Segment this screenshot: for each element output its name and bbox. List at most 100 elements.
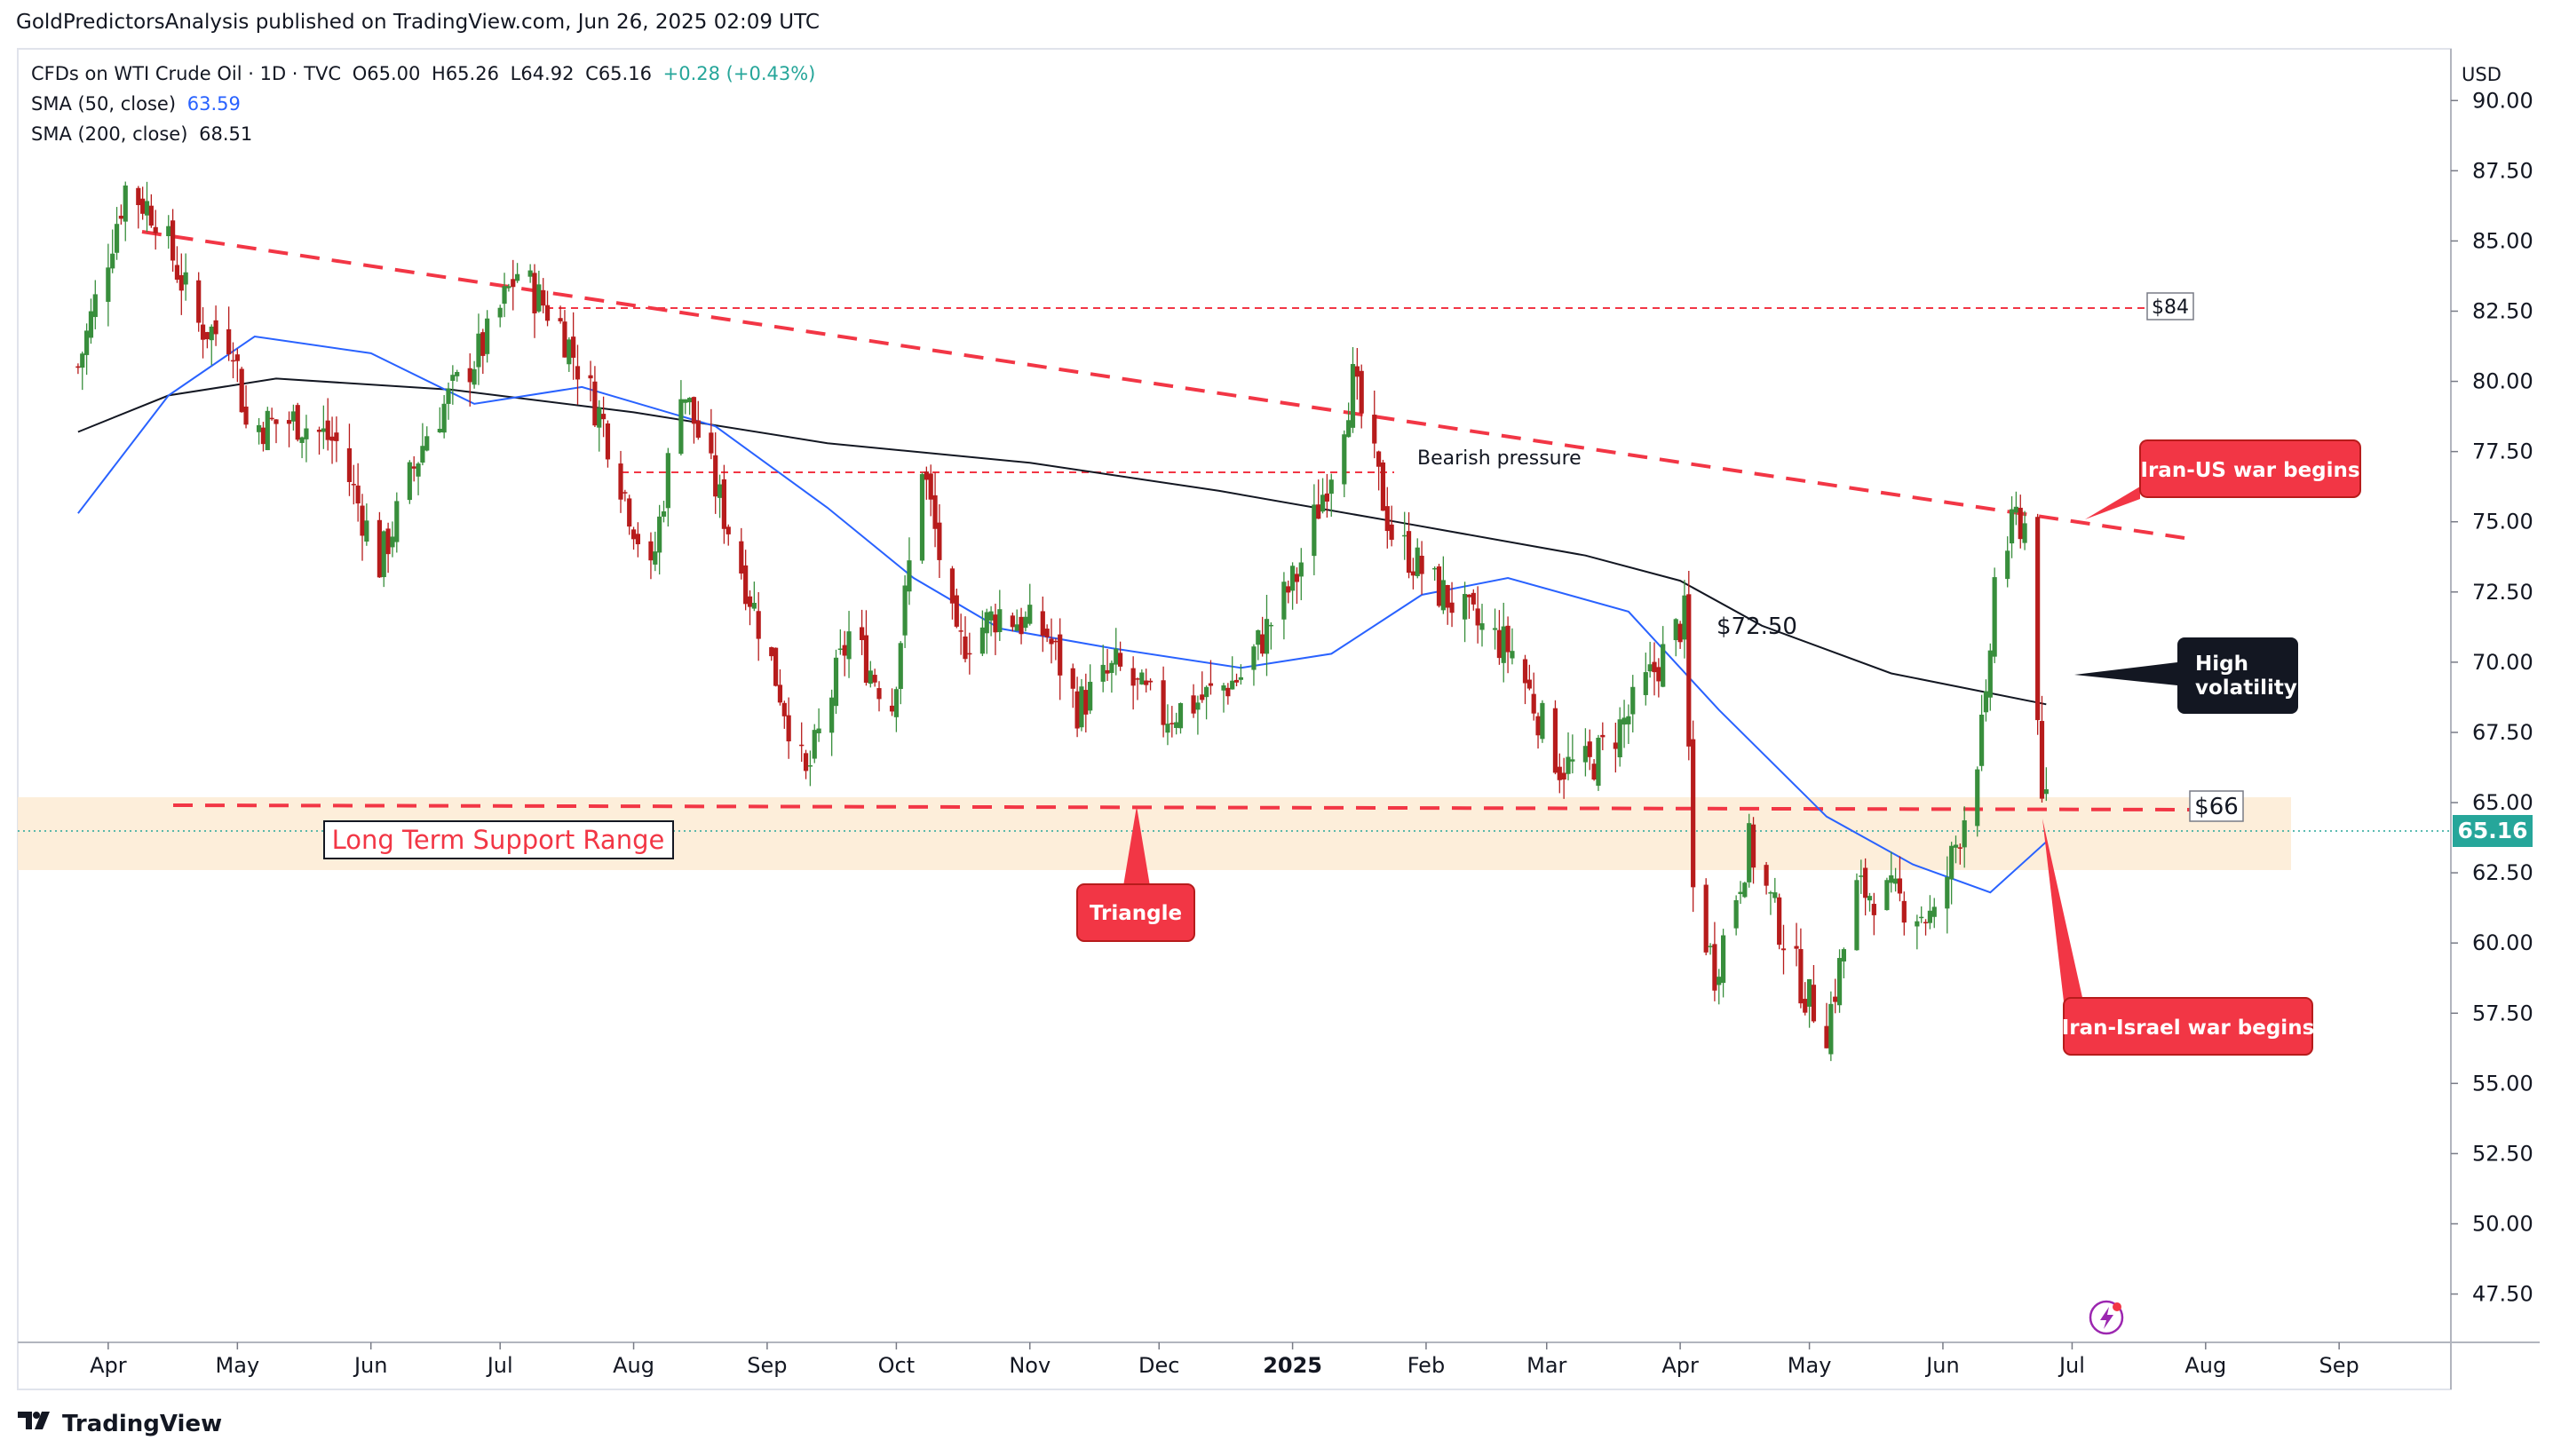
candle-body [1807, 978, 1812, 1007]
candle-body [532, 273, 537, 313]
candle-body [1372, 415, 1377, 444]
candle-body [803, 753, 809, 772]
candle-body [1777, 897, 1782, 946]
candle-body [635, 534, 640, 545]
candle-body [781, 702, 787, 716]
x-tick-label: Apr [90, 1353, 127, 1378]
candle-body [1841, 949, 1846, 961]
candle-body [1712, 944, 1717, 991]
legend-sma50-value: 63.59 [186, 93, 241, 115]
legend-high: H65.26 [432, 63, 499, 84]
candle-body [1630, 686, 1636, 715]
candle-body [1780, 948, 1787, 951]
candle-body [1613, 742, 1618, 749]
candle-body [1463, 594, 1468, 620]
candle-body [1957, 847, 1962, 849]
high-volatility-text-1: High [2195, 653, 2248, 676]
candle-body [661, 510, 667, 517]
candle-body [558, 318, 563, 321]
candle-body [1419, 555, 1424, 574]
legend-open: O65.00 [352, 63, 421, 84]
candle-body [1647, 664, 1653, 672]
currency-label[interactable]: USD [2462, 64, 2502, 85]
candle-body [1251, 646, 1257, 670]
candle-body [346, 447, 353, 482]
x-tick-label: Sep [2319, 1353, 2359, 1378]
legend-close: C65.16 [585, 63, 652, 84]
candle-body [751, 603, 757, 609]
candle-body [898, 643, 903, 689]
y-tick-label: 60.00 [2472, 930, 2533, 955]
candle-body [1298, 562, 1304, 577]
candle-body [588, 375, 593, 379]
candle-body [1415, 547, 1420, 576]
candle-body [1040, 611, 1045, 637]
y-tick-label: 87.50 [2472, 158, 2533, 183]
candle-body [1721, 935, 1726, 984]
candle-body [1949, 845, 1954, 880]
candle-body [1342, 434, 1347, 485]
y-tick-label: 75.00 [2472, 510, 2533, 534]
candle-body [364, 520, 369, 542]
iran-us-callout: Iran-US war begins [2085, 439, 2361, 519]
candle-body [1703, 884, 1709, 953]
candle-body [1522, 659, 1528, 684]
candle-body [622, 492, 628, 494]
plot-frame [17, 48, 2452, 1390]
candle-body [1570, 759, 1575, 762]
candle-body [506, 286, 511, 289]
annotation-bearish: Bearish pressure [1417, 447, 1582, 470]
y-tick-label: 57.50 [2472, 1001, 2533, 1025]
x-tick-label: Aug [613, 1353, 654, 1378]
candle-body [1492, 628, 1498, 630]
candle-body [377, 519, 382, 578]
candle-body [1992, 577, 1997, 657]
candle-body [1316, 504, 1321, 519]
lightning-icon[interactable] [2089, 1300, 2124, 1335]
candle-body [257, 424, 262, 432]
candle-body [846, 631, 852, 660]
candle-body [390, 536, 395, 548]
x-tick-label: Oct [878, 1353, 916, 1378]
candle-body [1772, 892, 1778, 898]
legend-change: +0.28 (+0.43%) [662, 63, 816, 84]
candle-body [1268, 624, 1273, 627]
candle-body [80, 353, 85, 368]
candle-body [657, 516, 662, 553]
tradingview-brand[interactable]: TradingView [18, 1410, 222, 1437]
candle-body [1147, 680, 1154, 683]
y-tick-label: 52.50 [2472, 1141, 2533, 1166]
candle-body [204, 332, 210, 340]
price-axis[interactable]: 47.50 50.00 52.50 55.00 57.50 60.00 62.50 65.00… [2451, 88, 2533, 1307]
candle-body [919, 474, 925, 561]
candle-body [1027, 605, 1033, 624]
candle-body [829, 697, 835, 733]
sma200-line [77, 377, 2047, 706]
x-tick-label: May [1788, 1353, 1832, 1378]
y-tick-label: 67.50 [2472, 720, 2533, 745]
candle-body [2018, 507, 2023, 540]
legend-sma200[interactable]: SMA (200, close) 68.51 [31, 123, 252, 145]
time-axis[interactable]: Apr May Jun Jul Aug Sep Oct Nov Dec 2025 Feb Mar Apr… [90, 1342, 2359, 1378]
candle-body [868, 670, 873, 684]
x-tick-label: Mar [1526, 1353, 1566, 1378]
candle-body [1208, 683, 1214, 686]
candle-body [687, 398, 693, 403]
annotation-7250: $72.50 [1717, 613, 1797, 640]
candle-body [394, 501, 400, 542]
candle-body [1764, 865, 1769, 886]
candle-body [450, 375, 456, 381]
candle-body [196, 280, 202, 323]
legend-sma50[interactable]: SMA (50, close) 63.59 [31, 93, 241, 115]
legend-low: L64.92 [510, 63, 575, 84]
candle-body [889, 705, 895, 712]
candle-body [997, 609, 1003, 632]
candle-body [1975, 769, 1980, 827]
candle-body [1445, 584, 1450, 608]
candle-body [1130, 668, 1136, 686]
candle-body [1833, 996, 1838, 1002]
candle-body [1440, 580, 1446, 611]
candle-body [1083, 690, 1089, 715]
candle-body [1233, 679, 1240, 683]
